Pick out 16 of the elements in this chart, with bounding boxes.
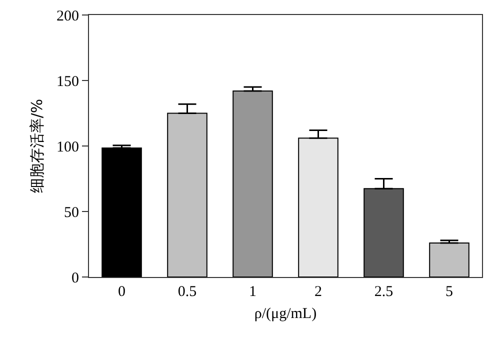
y-tick-label: 200 [56, 8, 79, 24]
x-tick-label: 0 [118, 284, 126, 300]
x-tick-label: 1 [249, 284, 256, 300]
y-tick-label: 0 [72, 270, 79, 286]
x-tick-label: 2 [314, 284, 322, 300]
y-tick-label: 150 [56, 74, 79, 90]
x-tick-label: 5 [446, 284, 453, 300]
x-axis-title: ρ/(μg/mL) [254, 306, 317, 322]
y-tick-label: 100 [56, 139, 79, 156]
bar [429, 242, 470, 277]
y-tick-label: 50 [64, 204, 79, 221]
x-tick-label: 2.5 [374, 284, 394, 300]
bar [232, 90, 273, 277]
y-axis-title: 细胞存活率/% [28, 98, 46, 194]
bar [102, 147, 142, 277]
x-tick-label: 0.5 [178, 284, 197, 300]
